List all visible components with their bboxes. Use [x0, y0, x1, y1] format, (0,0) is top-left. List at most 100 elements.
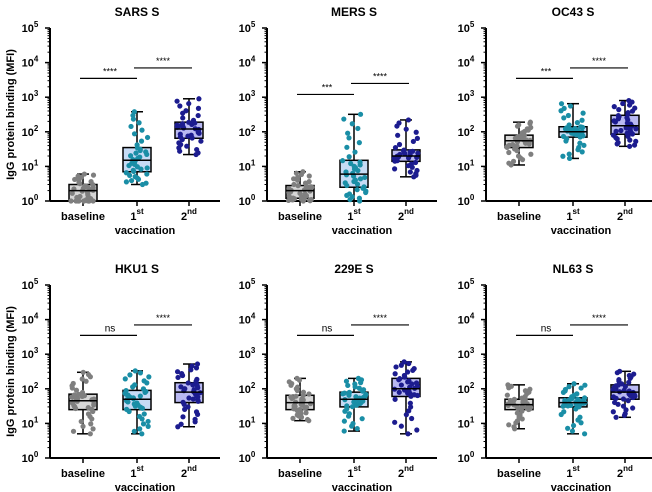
- data-point: [566, 151, 572, 157]
- data-point: [357, 159, 363, 165]
- data-point: [558, 101, 565, 107]
- data-point: [361, 184, 367, 190]
- data-point: [297, 190, 303, 196]
- data-point: [186, 100, 192, 107]
- data-point: [341, 390, 348, 396]
- data-point: [581, 142, 587, 148]
- panel-sars-s: SARS S 100 101 102 103 104 105 baseline 1st 2nd va…: [22, 5, 220, 237]
- y-tick-label: 104: [22, 55, 39, 70]
- data-point: [136, 120, 142, 126]
- y-tick-label: 101: [458, 158, 475, 173]
- y-tick-label: 102: [458, 124, 475, 139]
- data-point: [90, 426, 96, 432]
- data-point: [352, 177, 358, 183]
- data-point: [618, 127, 624, 134]
- data-point: [414, 135, 420, 141]
- data-point: [616, 377, 622, 383]
- data-point: [578, 385, 584, 391]
- significance-label: ns: [105, 323, 116, 334]
- data-point: [293, 170, 300, 176]
- data-point: [566, 384, 572, 390]
- data-point: [139, 431, 145, 437]
- data-point: [80, 423, 86, 429]
- y-tick-label: 100: [458, 193, 475, 208]
- data-point: [185, 404, 191, 410]
- data-point: [134, 142, 140, 148]
- data-point: [396, 389, 402, 395]
- data-point: [195, 105, 202, 111]
- y-axis-label: IgG protein binding (MFI): [5, 49, 17, 180]
- data-point: [527, 404, 534, 411]
- data-point: [141, 411, 147, 417]
- y-tick-label: 102: [22, 124, 39, 139]
- data-point: [68, 198, 74, 204]
- data-point: [575, 396, 581, 402]
- panel-oc43-s: OC43 S 100 101 102 103 104 105 baseline 1st 2nd va…: [458, 5, 652, 237]
- significance-label: ****: [156, 313, 171, 323]
- data-point: [626, 379, 632, 386]
- y-tick-label: 103: [458, 89, 475, 104]
- data-point: [356, 140, 362, 146]
- data-point: [133, 150, 139, 156]
- panel-229e-s: 229E S 100 101 102 103 104 105 baseline 1st 2nd va…: [239, 262, 437, 492]
- data-point: [506, 160, 512, 166]
- data-point: [136, 413, 143, 420]
- data-point: [511, 424, 517, 430]
- data-point: [572, 125, 578, 132]
- data-point: [85, 371, 92, 378]
- data-point: [131, 428, 137, 434]
- y-tick-label: 101: [239, 415, 256, 430]
- data-point: [306, 173, 312, 179]
- data-point: [398, 382, 404, 388]
- data-point: [198, 138, 204, 144]
- data-point: [616, 107, 622, 113]
- x-tick-label: 2nd: [181, 464, 197, 480]
- x-axis-label: vaccination: [115, 225, 176, 237]
- data-point: [352, 149, 358, 155]
- panel-title: OC43 S: [552, 5, 595, 19]
- x-axis-label: vaccination: [551, 482, 612, 492]
- data-point: [522, 388, 529, 394]
- data-point: [132, 368, 138, 374]
- data-point: [146, 374, 152, 380]
- data-point: [395, 132, 401, 138]
- data-point: [625, 398, 631, 404]
- data-point: [352, 381, 358, 387]
- x-tick-label: baseline: [61, 211, 105, 223]
- data-point: [405, 117, 412, 123]
- significance-label: ****: [103, 66, 118, 76]
- data-point: [300, 389, 307, 395]
- data-point: [177, 103, 183, 109]
- data-point: [516, 122, 522, 128]
- data-point: [507, 397, 513, 404]
- data-point: [90, 172, 97, 178]
- data-point: [620, 403, 627, 409]
- data-point: [346, 389, 352, 395]
- data-point: [294, 384, 301, 390]
- x-tick-label: baseline: [497, 468, 541, 480]
- data-point: [560, 133, 567, 140]
- data-point: [354, 425, 360, 432]
- data-point: [175, 374, 181, 381]
- data-point: [308, 196, 314, 203]
- data-point: [401, 372, 407, 379]
- data-point: [285, 197, 292, 204]
- x-tick-label: 1st: [566, 207, 580, 223]
- data-point: [611, 103, 617, 110]
- data-point: [617, 368, 623, 374]
- significance-label: ns: [322, 323, 333, 334]
- y-tick-label: 105: [22, 277, 39, 292]
- data-point: [579, 149, 585, 155]
- data-point: [85, 411, 92, 417]
- data-point: [78, 418, 84, 425]
- panel-nl63-s: NL63 S 100 101 102 103 104 105 baseline 1st 2nd va…: [458, 262, 652, 492]
- y-tick-label: 104: [458, 55, 475, 70]
- data-point: [578, 124, 584, 130]
- data-point: [580, 110, 586, 116]
- data-point: [138, 138, 145, 144]
- data-point: [401, 147, 407, 153]
- data-point: [392, 396, 398, 402]
- data-point: [411, 392, 417, 398]
- data-point: [137, 426, 143, 432]
- data-point: [574, 120, 580, 126]
